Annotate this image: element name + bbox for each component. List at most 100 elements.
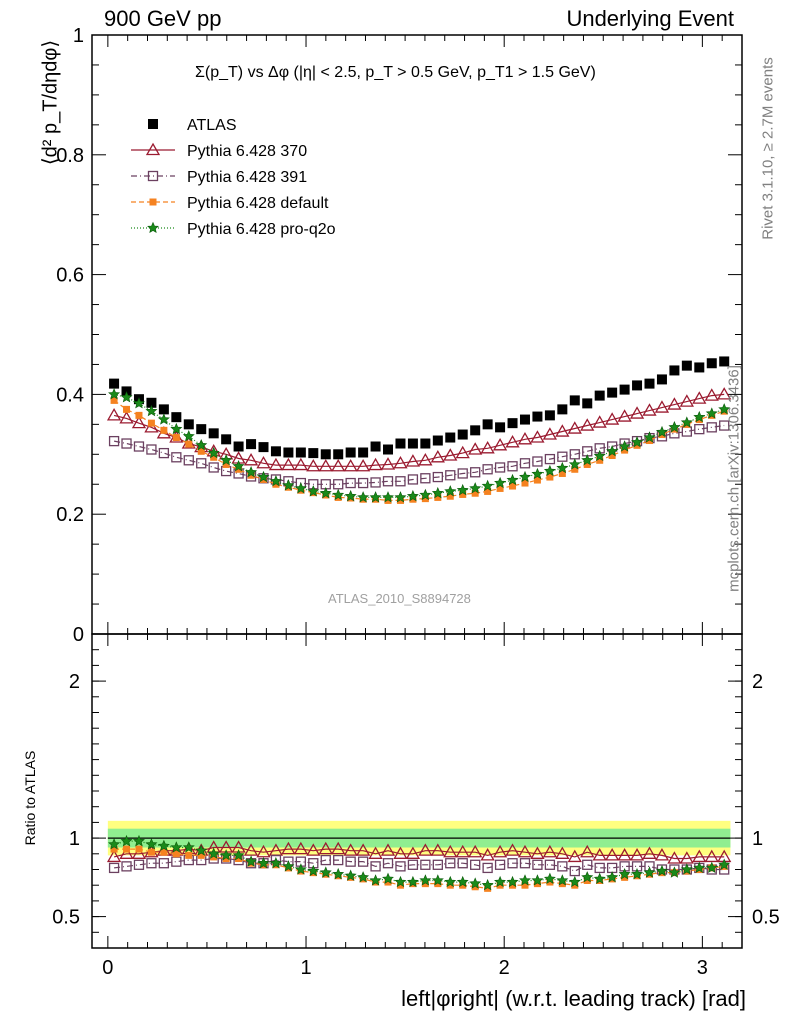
ratio-point	[245, 855, 258, 867]
main-point	[370, 477, 381, 488]
ratio-point	[556, 874, 569, 886]
main-point	[185, 440, 193, 448]
ratio-point	[481, 878, 494, 891]
ratio-point	[257, 856, 270, 869]
main-point	[580, 418, 595, 431]
main-point	[235, 465, 243, 473]
main-point	[705, 407, 718, 419]
main-point	[106, 408, 122, 421]
ratio-point	[106, 849, 122, 863]
main-point	[632, 380, 643, 391]
ratio-point	[530, 846, 545, 859]
main-point	[459, 490, 467, 498]
ratio-point	[571, 881, 579, 889]
x-tick-label: 2	[499, 957, 510, 979]
side-rivet-text: Rivet 3.1.10, ≥ 2.7M events	[759, 57, 777, 240]
main-point	[172, 434, 180, 442]
ratio-point	[220, 849, 233, 861]
main-point	[157, 413, 170, 425]
main-point	[146, 444, 157, 455]
main-point	[295, 447, 306, 458]
main-point	[333, 479, 344, 490]
ratio-point	[333, 854, 344, 866]
main-point	[308, 448, 319, 459]
main-point	[668, 421, 681, 433]
ratio-point	[405, 846, 421, 859]
ratio-y-tick-label: 2	[69, 671, 80, 693]
main-point	[633, 441, 641, 449]
ratio-point	[294, 863, 307, 875]
x-tick-label: 1	[300, 957, 311, 979]
main-point	[393, 455, 408, 469]
main-point	[681, 426, 692, 437]
ratio-point	[421, 880, 429, 888]
main-point	[307, 485, 320, 497]
main-point	[533, 476, 541, 484]
ratio-point	[370, 861, 381, 872]
main-point	[268, 457, 284, 471]
main-point	[306, 458, 321, 472]
x-tick-label: 0	[102, 957, 113, 979]
ratio-point	[434, 880, 442, 888]
main-point	[456, 483, 469, 496]
main-point	[571, 465, 579, 473]
main-point	[110, 396, 118, 404]
main-point	[171, 452, 182, 463]
main-point	[318, 458, 333, 472]
main-point	[494, 462, 506, 473]
main-point	[384, 496, 392, 504]
main-point	[405, 454, 421, 467]
ratio-point	[293, 841, 308, 855]
ratio-point	[133, 859, 145, 870]
ratio-point	[496, 881, 504, 889]
ratio-point	[580, 844, 595, 858]
ratio-point	[210, 853, 218, 861]
ratio-point	[369, 874, 382, 886]
main-point	[506, 473, 519, 486]
ratio-point	[718, 858, 731, 870]
ratio-point	[343, 843, 358, 856]
main-point	[718, 403, 731, 415]
main-point	[221, 434, 232, 445]
ratio-point	[459, 881, 467, 889]
ratio-point	[544, 859, 556, 870]
ratio-point	[380, 843, 396, 856]
ratio-point	[147, 848, 155, 856]
main-point	[531, 467, 544, 480]
main-series-0	[109, 356, 730, 460]
main-point	[582, 398, 593, 409]
ratio-point	[643, 866, 656, 878]
ratio-point	[494, 875, 507, 888]
ratio-point	[492, 844, 508, 858]
ratio-point	[157, 839, 170, 852]
main-point	[692, 391, 707, 404]
main-point	[593, 449, 606, 462]
main-point	[208, 462, 219, 473]
side-mcplots-text: mcplots.cern.ch [arXiv:1306.3436]	[725, 365, 743, 592]
main-point	[607, 387, 618, 398]
main-point	[246, 439, 257, 450]
main-y-tick-label: 0.6	[56, 265, 84, 287]
main-point	[395, 476, 406, 487]
main-point	[509, 482, 517, 490]
ratio-point	[393, 846, 408, 859]
ratio-point	[282, 860, 295, 872]
main-point	[196, 458, 207, 469]
main-point	[146, 397, 157, 408]
ratio-y-tick-label: 1	[69, 828, 80, 850]
ratio-point	[121, 861, 132, 872]
ratio-point	[120, 834, 133, 847]
legend-label: Pythia 6.428 370	[187, 143, 307, 160]
main-point	[445, 470, 456, 481]
main-point	[704, 388, 719, 401]
main-point	[719, 356, 730, 367]
main-series-3	[110, 396, 728, 504]
main-point	[434, 493, 442, 501]
ratio-point	[582, 859, 593, 870]
ratio-point	[269, 856, 282, 869]
ratio-point	[546, 878, 554, 886]
main-point	[370, 441, 381, 452]
main-point	[131, 415, 147, 429]
main-point	[420, 473, 431, 484]
main-point	[544, 410, 555, 421]
